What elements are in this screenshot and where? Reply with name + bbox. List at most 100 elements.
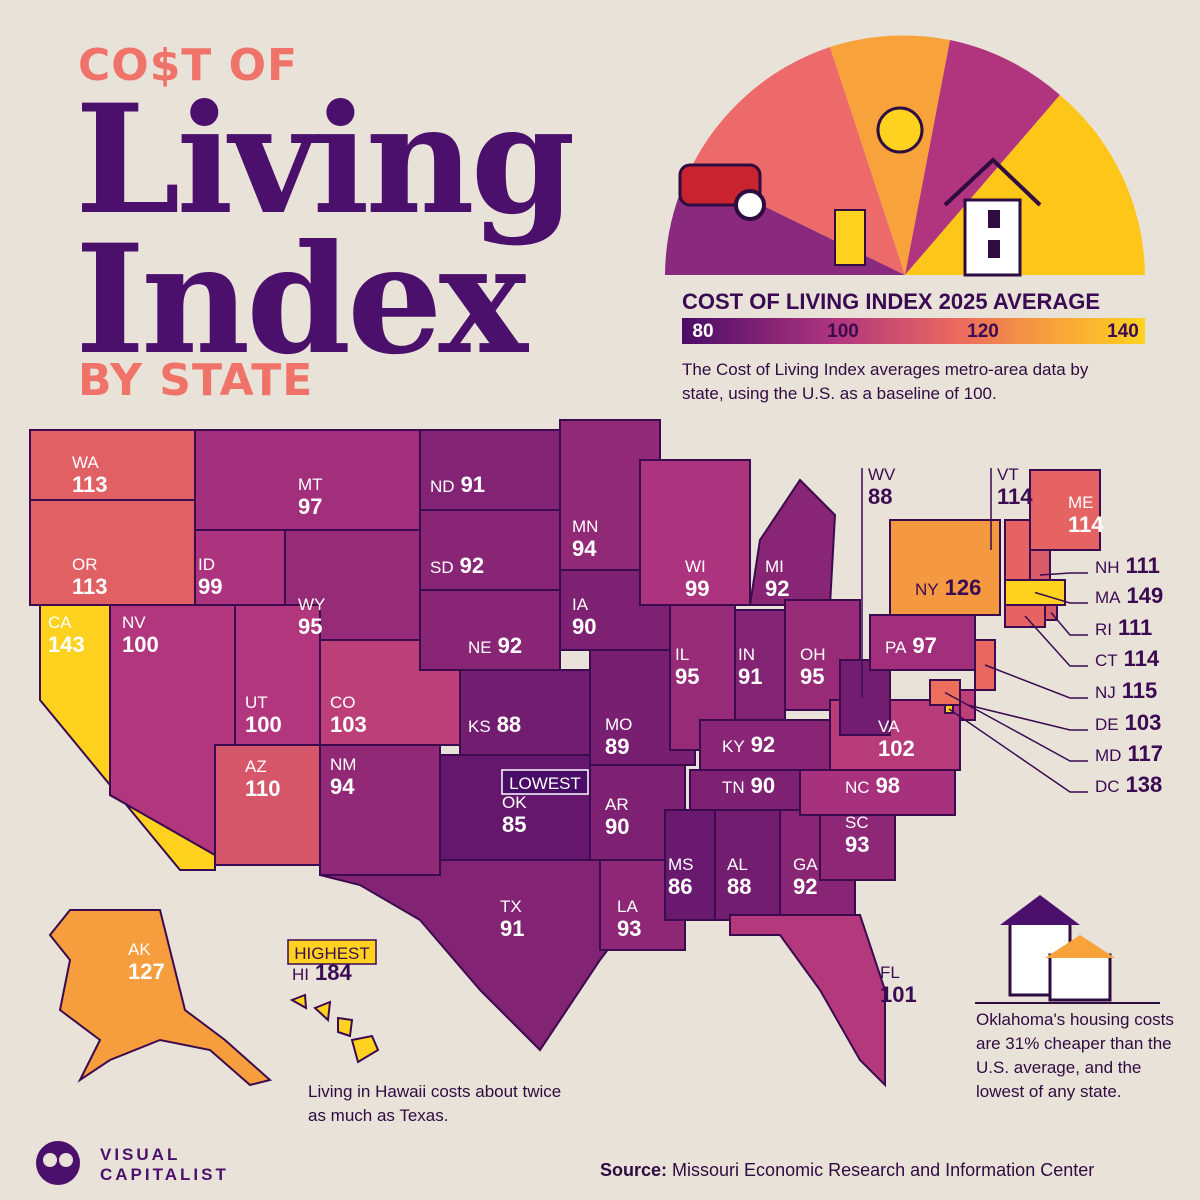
title-line: CO$T OF: [78, 40, 299, 91]
state-value: 93: [845, 832, 869, 857]
state-shape: [337, 1016, 354, 1038]
state-value: 110: [245, 776, 281, 801]
state-value: 94: [330, 774, 355, 799]
state-shape: [748, 478, 837, 606]
state-value: 86: [668, 874, 692, 899]
state-abbr: OK: [502, 793, 527, 812]
leader-line: [1050, 612, 1088, 636]
state-label: ME 114: [1068, 493, 1104, 537]
state-abbr: WA: [72, 453, 99, 472]
state-abbr: MA: [1095, 588, 1121, 607]
state-value: 90: [605, 814, 629, 839]
state-label: CT 114: [1095, 646, 1160, 671]
source-text: Missouri Economic Research and Informati…: [672, 1160, 1095, 1180]
state-label: MA 149: [1095, 583, 1163, 608]
state-value: 94: [572, 536, 597, 561]
leader-line: [944, 691, 1088, 762]
state-abbr: MN: [572, 517, 598, 536]
state-label: IA 90: [572, 595, 596, 639]
state-abbr: HI: [292, 965, 309, 984]
state-value: 143: [48, 632, 85, 657]
state-value: 92: [498, 633, 522, 658]
state-label: CA 143: [48, 613, 85, 657]
state-abbr: CO: [330, 693, 356, 712]
state-label: MN 94: [572, 517, 598, 561]
state-abbr: AZ: [245, 757, 267, 776]
state-label: DC 138: [1095, 772, 1162, 797]
state-abbr: RI: [1095, 620, 1112, 639]
state-abbr: NC: [845, 778, 870, 797]
state-value: 90: [572, 614, 596, 639]
state-abbr: MS: [668, 855, 694, 874]
state-label: WA 113: [72, 453, 108, 497]
state-shape: [639, 459, 751, 606]
leader-line: [967, 704, 1088, 731]
state-value: 127: [128, 959, 165, 984]
state-shape: [734, 609, 786, 731]
state-value: 91: [500, 916, 524, 941]
state-value: 93: [617, 916, 641, 941]
state-shape: [459, 669, 591, 756]
state-label: OH 95: [800, 645, 826, 689]
state-label: FL 101: [880, 963, 917, 1007]
state-label: TN 90: [722, 773, 775, 798]
state-shape: [889, 519, 1001, 616]
state-abbr: CA: [48, 613, 72, 632]
state-label: MD 117: [1095, 741, 1163, 766]
state-value: 99: [198, 574, 222, 599]
state-label: GA 92: [793, 855, 818, 899]
state-abbr: ID: [198, 555, 215, 574]
state-value: 88: [868, 484, 892, 509]
state-value: 117: [1127, 741, 1163, 766]
state-value: 92: [765, 576, 789, 601]
legend-bar: [682, 318, 1145, 344]
state-shape: [319, 859, 647, 1052]
title-line: Index: [75, 212, 528, 388]
state-label: IN 91: [738, 645, 762, 689]
state-abbr: IL: [675, 645, 689, 664]
state-abbr: VA: [878, 717, 900, 736]
state-label: MS 86: [668, 855, 694, 899]
state-value: 92: [793, 874, 817, 899]
logo-text: VISUAL: [100, 1145, 180, 1164]
state-value: 102: [878, 736, 915, 761]
state-shape: [419, 429, 561, 511]
state-label: AR 90: [605, 795, 629, 839]
source: Source: Missouri Economic Research and I…: [600, 1160, 1094, 1181]
state-label: AK 127: [128, 940, 165, 984]
callout-box: [501, 769, 589, 795]
state-shape: [1004, 519, 1031, 581]
state-shape: [350, 1034, 380, 1064]
state-value: 115: [1122, 678, 1158, 703]
state-value: 91: [461, 472, 485, 497]
state-abbr: MT: [298, 475, 323, 494]
state-value: 113: [72, 472, 108, 497]
state-abbr: TX: [500, 897, 522, 916]
state-abbr: VT: [997, 465, 1019, 484]
state-label: WY 95: [298, 595, 325, 639]
state-shape: [214, 744, 321, 866]
state-label: NM 94: [330, 755, 356, 799]
state-label: OK 85: [502, 793, 527, 837]
state-label: WI 99: [685, 557, 709, 601]
state-abbr: IA: [572, 595, 589, 614]
oklahoma-note: Oklahoma's housing costs are 31% cheaper…: [976, 1010, 1174, 1101]
state-label: MO 89: [605, 715, 632, 759]
state-value: 114: [1124, 646, 1160, 671]
state-label: TX 91: [500, 897, 524, 941]
house-illustration: [975, 895, 1160, 1004]
state-label: MT 97: [298, 475, 323, 519]
state-value: 103: [1125, 710, 1162, 735]
state-abbr: AL: [727, 855, 748, 874]
state-value: 149: [1127, 583, 1164, 608]
state-abbr: NH: [1095, 558, 1120, 577]
state-value: 88: [727, 874, 751, 899]
state-shape: [29, 429, 196, 501]
state-abbr: DC: [1095, 777, 1120, 796]
state-shape: [714, 809, 781, 921]
fan-illustration: [665, 35, 1145, 277]
callout-box: [287, 939, 377, 965]
state-label: NE 92: [468, 633, 522, 658]
state-label: AZ 110: [245, 757, 281, 801]
leader-line: [948, 708, 1088, 793]
